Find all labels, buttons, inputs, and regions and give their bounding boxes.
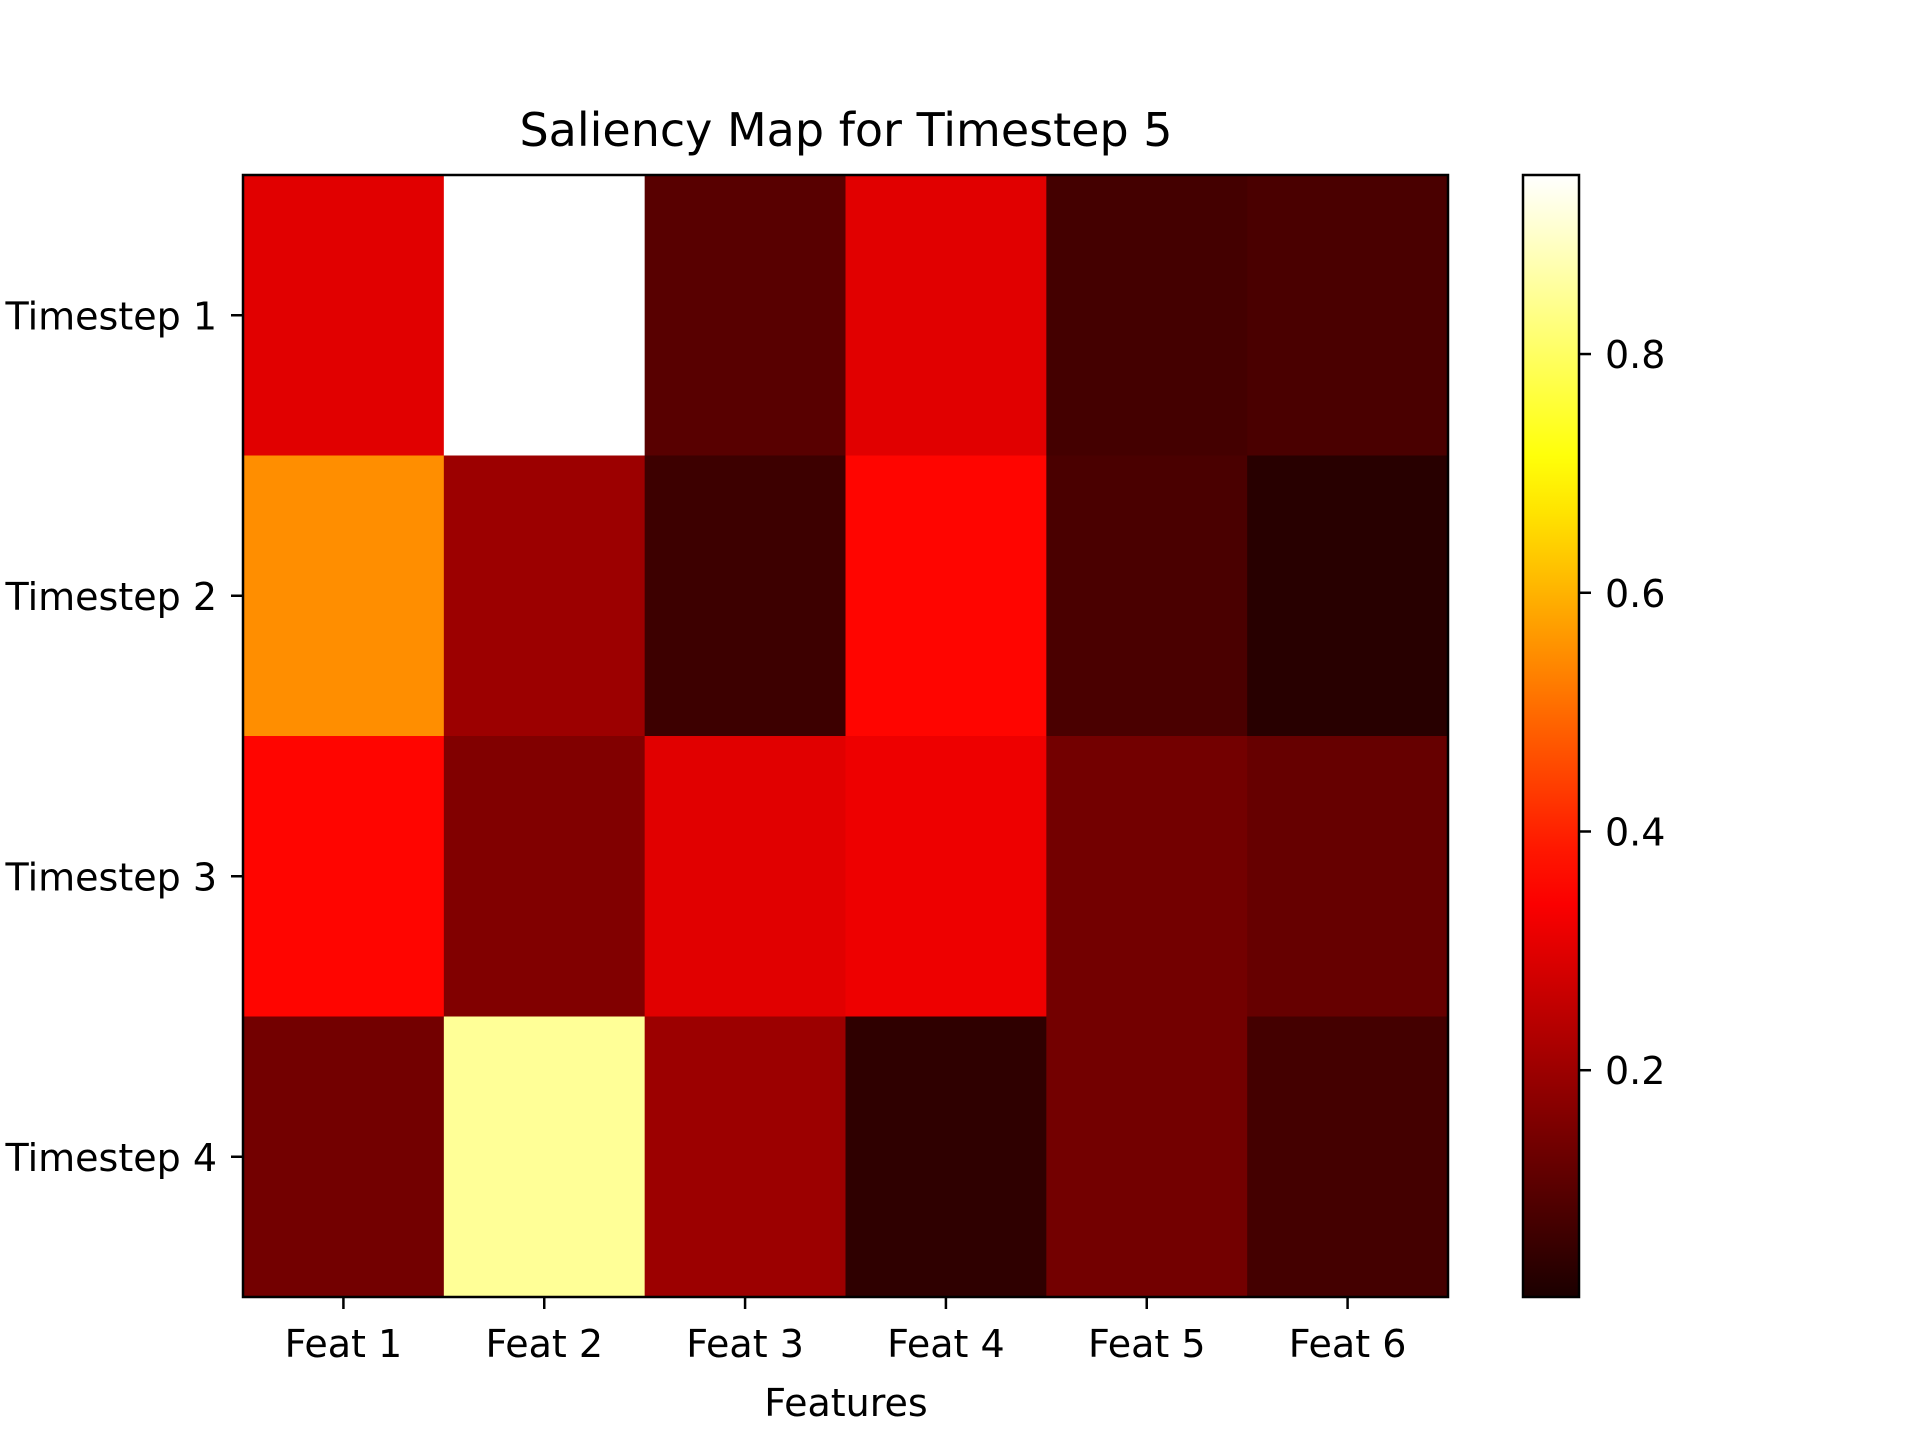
heatmap-cell <box>845 736 1047 1017</box>
heatmap-cell <box>644 736 846 1017</box>
heatmap-cell <box>243 736 445 1017</box>
heatmap-cell <box>443 175 646 456</box>
heatmap-cell <box>644 175 846 456</box>
heatmap-cell <box>1247 1016 1449 1298</box>
heatmap-cell <box>443 1016 646 1298</box>
x-tick-label: Feat 2 <box>485 1322 603 1366</box>
y-axis-ticks: Timestep 1 Timestep 2 Timestep 3 Timestep 4 <box>5 294 243 1180</box>
colorbar-ticks: 0.2 0.4 0.6 0.8 <box>1579 333 1665 1093</box>
y-tick-label: Timestep 4 <box>5 1136 217 1180</box>
x-axis-label: Features <box>764 1381 927 1425</box>
heatmap-cell <box>644 1016 846 1298</box>
x-tick-label: Feat 3 <box>686 1322 804 1366</box>
colorbar-tick-label: 0.6 <box>1605 572 1665 616</box>
heatmap-cell <box>845 455 1047 737</box>
chart-title: Saliency Map for Timestep 5 <box>519 103 1172 157</box>
colorbar-tick-label: 0.2 <box>1605 1049 1665 1093</box>
x-tick-label: Feat 5 <box>1088 1322 1206 1366</box>
heatmap-cell <box>1046 175 1248 456</box>
colorbar-tick-label: 0.8 <box>1605 333 1665 377</box>
y-tick-label: Timestep 1 <box>5 294 217 338</box>
heatmap-cell <box>1046 455 1248 737</box>
x-tick-label: Feat 4 <box>887 1322 1005 1366</box>
x-tick-label: Feat 6 <box>1289 1322 1407 1366</box>
heatmap-cell <box>1247 175 1449 456</box>
x-axis-ticks: Feat 1 Feat 2 Feat 3 Feat 4 Feat 5 Feat 6 <box>285 1297 1407 1366</box>
heatmap-cell <box>1046 736 1248 1017</box>
heatmap-cell <box>243 455 445 737</box>
heatmap-cell <box>1046 1016 1248 1298</box>
heatmap-cell <box>644 455 846 737</box>
y-tick-label: Timestep 3 <box>5 855 217 899</box>
heatmap-cell <box>443 736 646 1017</box>
plot-frame <box>241 173 1450 1299</box>
heatmap-cell <box>1247 455 1449 737</box>
heatmap-cell <box>243 175 445 456</box>
heatmap-cell <box>845 1016 1047 1298</box>
colorbar-tick-label: 0.4 <box>1605 810 1665 854</box>
heatmap-cell <box>845 175 1047 456</box>
x-tick-label: Feat 1 <box>285 1322 403 1366</box>
heatmap-cell <box>1247 736 1449 1017</box>
y-tick-label: Timestep 2 <box>5 575 217 619</box>
heatmap-cells <box>243 175 1449 1298</box>
heatmap-cell <box>243 1016 445 1298</box>
heatmap-cell <box>443 455 646 737</box>
colorbar <box>1521 173 1581 1299</box>
